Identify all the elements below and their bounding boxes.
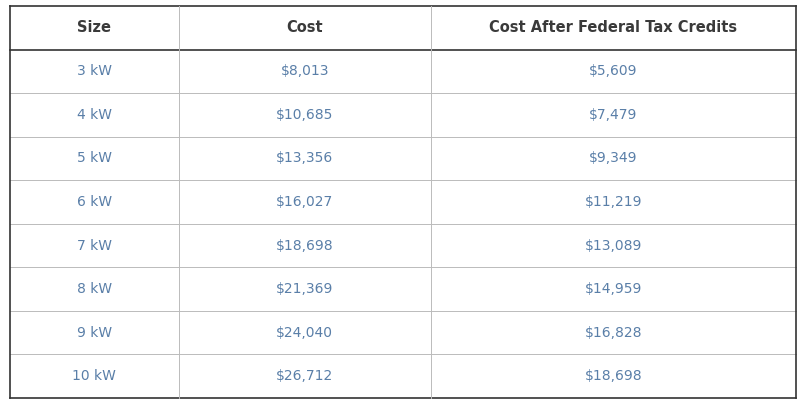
Text: 4 kW: 4 kW xyxy=(77,108,112,122)
Text: $5,609: $5,609 xyxy=(589,64,638,78)
Text: $8,013: $8,013 xyxy=(280,64,329,78)
Text: Cost: Cost xyxy=(286,20,323,35)
Text: Size: Size xyxy=(77,20,111,35)
Text: $9,349: $9,349 xyxy=(589,152,638,166)
Text: $16,027: $16,027 xyxy=(276,195,334,209)
Text: $13,356: $13,356 xyxy=(276,152,334,166)
Text: $16,828: $16,828 xyxy=(584,326,642,340)
Text: 6 kW: 6 kW xyxy=(77,195,112,209)
Text: $7,479: $7,479 xyxy=(589,108,638,122)
Text: $18,698: $18,698 xyxy=(276,238,334,252)
Text: 7 kW: 7 kW xyxy=(77,238,112,252)
Text: $24,040: $24,040 xyxy=(276,326,333,340)
Text: $14,959: $14,959 xyxy=(584,282,642,296)
Text: $10,685: $10,685 xyxy=(276,108,334,122)
Text: $11,219: $11,219 xyxy=(584,195,642,209)
Text: Cost After Federal Tax Credits: Cost After Federal Tax Credits xyxy=(489,20,737,35)
Text: $18,698: $18,698 xyxy=(584,369,642,383)
Text: $21,369: $21,369 xyxy=(276,282,334,296)
Text: $13,089: $13,089 xyxy=(584,238,642,252)
Text: 3 kW: 3 kW xyxy=(77,64,112,78)
Text: 8 kW: 8 kW xyxy=(77,282,112,296)
Text: 5 kW: 5 kW xyxy=(77,152,112,166)
Text: $26,712: $26,712 xyxy=(276,369,334,383)
Text: 9 kW: 9 kW xyxy=(77,326,112,340)
Text: 10 kW: 10 kW xyxy=(73,369,116,383)
